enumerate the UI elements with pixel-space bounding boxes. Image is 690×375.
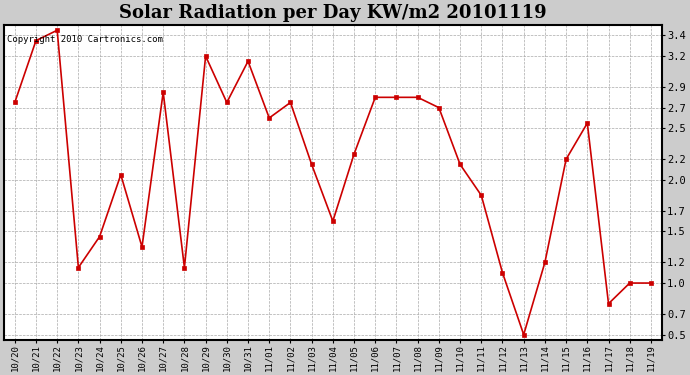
Title: Solar Radiation per Day KW/m2 20101119: Solar Radiation per Day KW/m2 20101119 [119,4,546,22]
Text: Copyright 2010 Cartronics.com: Copyright 2010 Cartronics.com [8,34,164,44]
